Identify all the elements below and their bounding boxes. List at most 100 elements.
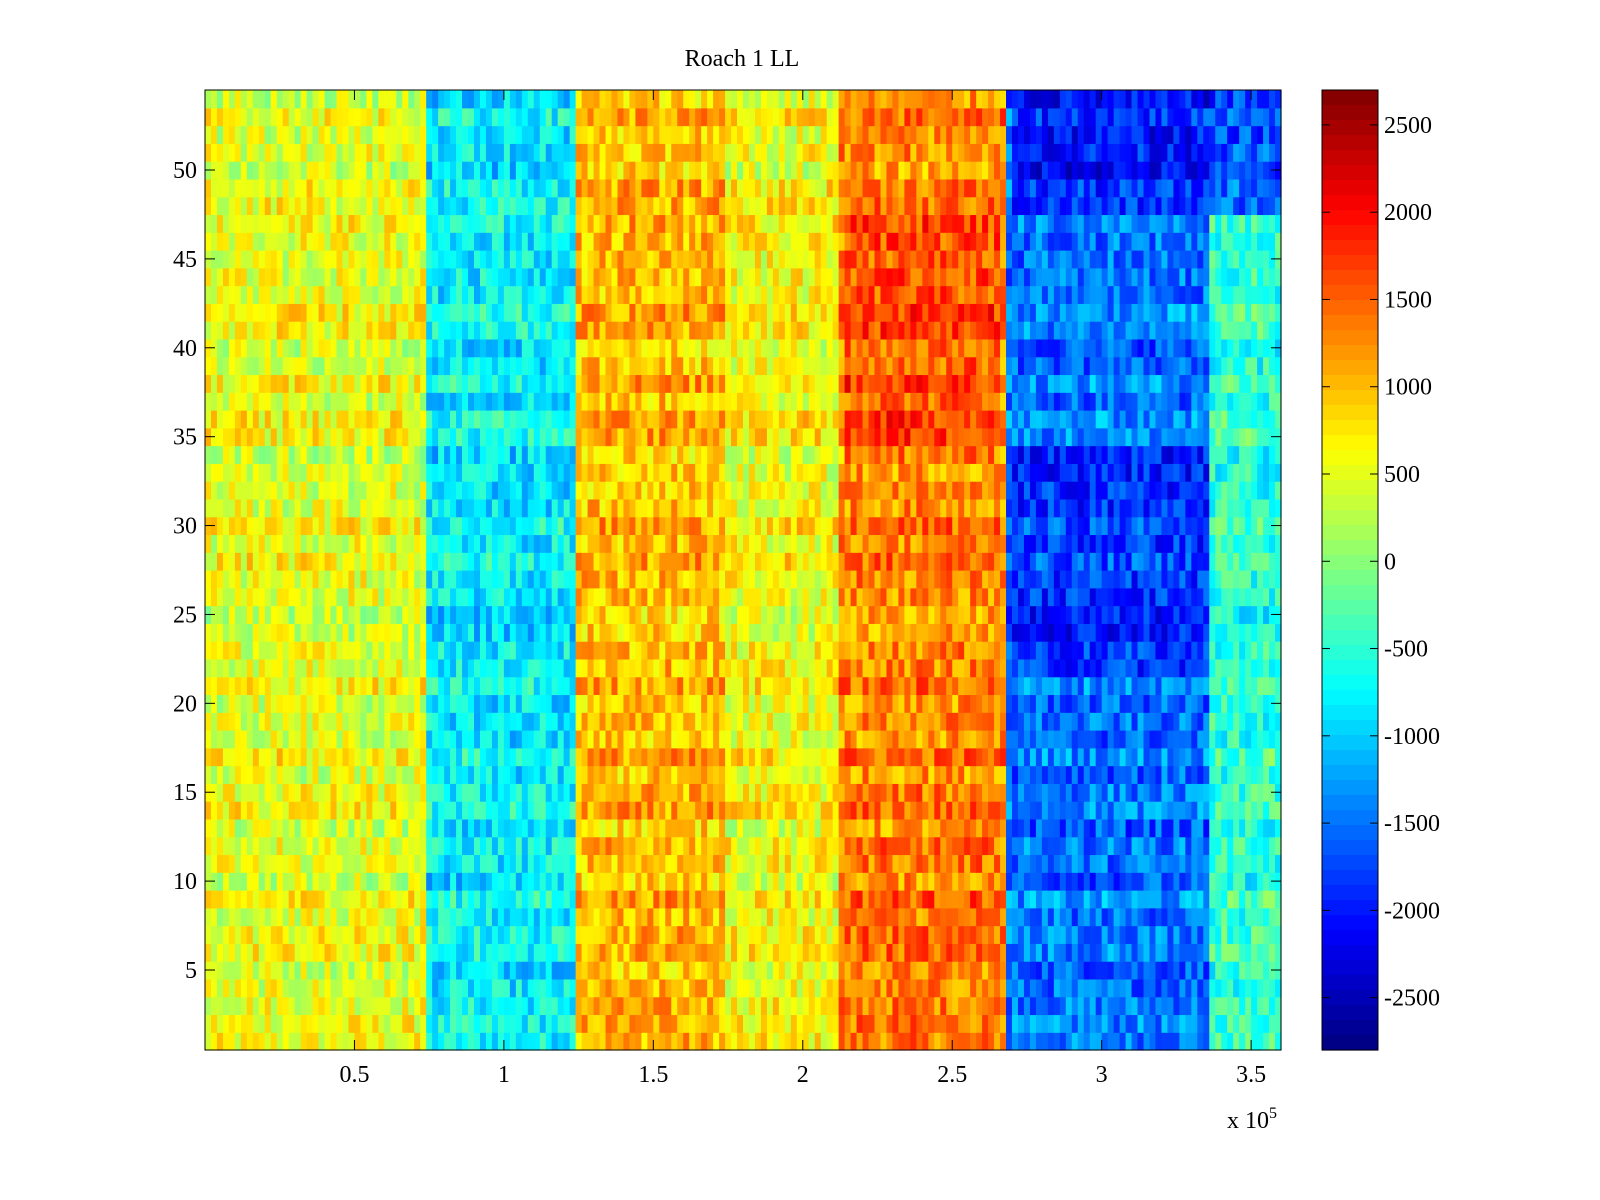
heatmap-cell: [438, 694, 445, 713]
heatmap-cell: [784, 801, 792, 820]
heatmap-cell: [1167, 996, 1174, 1016]
heatmap-cell: [707, 712, 714, 731]
heatmap-cell: [348, 641, 356, 660]
heatmap-cell: [306, 925, 314, 944]
heatmap-cell: [503, 747, 511, 767]
heatmap-cell: [1197, 978, 1204, 998]
heatmap-cell: [515, 854, 523, 873]
heatmap-cell: [629, 658, 636, 678]
heatmap-cell: [479, 765, 487, 784]
heatmap-cell: [563, 978, 571, 998]
heatmap-cell: [485, 978, 493, 998]
heatmap-cell: [228, 747, 236, 767]
heatmap-cell: [497, 712, 505, 731]
heatmap-cell: [1000, 712, 1007, 731]
heatmap-cell: [1149, 694, 1157, 713]
heatmap-cell: [515, 676, 523, 696]
heatmap-cell: [348, 712, 356, 731]
heatmap-cell: [1006, 872, 1013, 891]
heatmap-cell: [1095, 605, 1103, 624]
heatmap-cell: [826, 1032, 834, 1051]
heatmap-cell: [671, 552, 678, 571]
heatmap-cell: [509, 925, 517, 944]
heatmap-cell: [886, 623, 894, 642]
heatmap-cell: [1029, 872, 1037, 891]
heatmap-cell: [1239, 623, 1246, 642]
heatmap-cell: [1006, 925, 1013, 944]
heatmap-cell: [892, 836, 900, 856]
heatmap-cell: [228, 961, 236, 980]
heatmap-cell: [402, 1014, 409, 1033]
heatmap-cell: [868, 978, 876, 998]
heatmap-cell: [892, 570, 900, 589]
heatmap-cell: [330, 925, 338, 944]
heatmap-cell: [474, 961, 481, 980]
heatmap-cell: [1275, 676, 1282, 696]
heatmap-cell: [509, 907, 517, 927]
heatmap-cell: [450, 570, 457, 589]
heatmap-cell: [210, 676, 218, 696]
heatmap-cell: [641, 641, 648, 660]
heatmap-cell: [1161, 836, 1169, 856]
heatmap-cell: [1035, 854, 1043, 873]
heatmap-cell: [1029, 623, 1037, 642]
heatmap-cell: [1131, 694, 1139, 713]
heatmap-cell: [587, 765, 595, 784]
heatmap-cell: [282, 712, 290, 731]
heatmap-cell: [856, 658, 864, 678]
heatmap-cell: [784, 747, 792, 767]
heatmap-cell: [964, 890, 971, 909]
heatmap-cell: [336, 623, 344, 642]
heatmap-cell: [778, 978, 786, 998]
heatmap-cell: [778, 1014, 786, 1033]
heatmap-cell: [1071, 996, 1079, 1016]
heatmap-cell: [1167, 925, 1174, 944]
heatmap-cell: [904, 552, 911, 571]
heatmap-cell: [1203, 907, 1210, 927]
heatmap-cell: [545, 765, 553, 784]
heatmap-cell: [354, 801, 362, 820]
heatmap-cell: [659, 730, 666, 749]
heatmap-cell: [1077, 1014, 1085, 1033]
heatmap-cell: [665, 1032, 672, 1051]
heatmap-cell: [743, 1032, 750, 1051]
heatmap-cell: [1047, 978, 1055, 998]
heatmap-cell: [563, 801, 571, 820]
heatmap-cell: [707, 818, 714, 838]
heatmap-cell: [1149, 730, 1157, 749]
heatmap-cell: [754, 605, 762, 624]
heatmap-cell: [623, 641, 631, 660]
heatmap-cell: [276, 694, 284, 713]
heatmap-cell: [629, 961, 636, 980]
heatmap-cell: [246, 818, 254, 838]
heatmap-cell: [557, 996, 565, 1016]
heatmap-cell: [784, 658, 792, 678]
heatmap-cell: [988, 854, 995, 873]
heatmap-cell: [629, 747, 636, 767]
heatmap-cell: [1131, 961, 1139, 980]
heatmap-cell: [1035, 961, 1043, 980]
heatmap-cell: [772, 836, 780, 856]
heatmap-cell: [378, 783, 385, 802]
heatmap-cell: [904, 907, 911, 927]
heatmap-cell: [216, 623, 224, 642]
heatmap-cell: [617, 907, 625, 927]
heatmap-cell: [731, 605, 738, 624]
heatmap-cell: [438, 783, 445, 802]
heatmap-cell: [725, 641, 732, 660]
heatmap-cell: [330, 641, 338, 660]
heatmap-cell: [754, 818, 762, 838]
heatmap-cell: [1101, 570, 1109, 589]
heatmap-cell: [324, 641, 332, 660]
heatmap-cell: [982, 943, 989, 962]
heatmap-cell: [444, 730, 451, 749]
heatmap-cell: [928, 765, 935, 784]
heatmap-cell: [784, 641, 792, 660]
heatmap-cell: [336, 1032, 344, 1051]
heatmap-cell: [647, 890, 654, 909]
heatmap-cell: [527, 907, 535, 927]
heatmap-cell: [1143, 961, 1151, 980]
heatmap-cell: [497, 854, 505, 873]
heatmap-cell: [485, 641, 493, 660]
heatmap-cell: [862, 712, 870, 731]
